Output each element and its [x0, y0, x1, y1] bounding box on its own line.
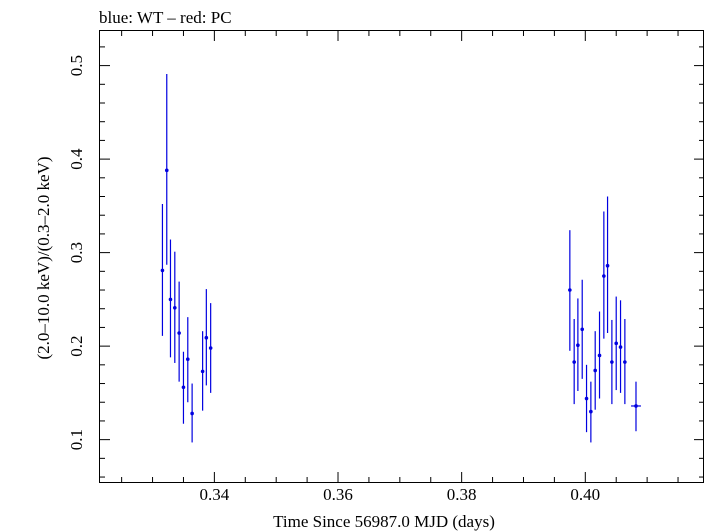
y-tick-label: 0.5 [67, 55, 86, 76]
point-marker [605, 263, 610, 268]
data-point [589, 381, 593, 443]
data-point [580, 279, 585, 379]
data-point [584, 364, 589, 433]
point-marker [602, 274, 606, 278]
data-point [208, 303, 213, 393]
data-point [160, 203, 165, 336]
data-point [185, 317, 190, 403]
data-point [572, 319, 576, 405]
data-point [605, 196, 610, 334]
data-point [597, 311, 602, 399]
point-marker [160, 268, 165, 273]
point-marker [623, 360, 627, 364]
data-point [631, 381, 641, 432]
point-marker [589, 409, 593, 414]
data-point [576, 298, 580, 392]
data-point [168, 239, 173, 358]
point-marker [593, 368, 597, 373]
data-point [190, 383, 194, 443]
y-axis-ticks: 0.1 0.2 0.3 0.4 0.5 [67, 46, 704, 478]
data-point [614, 296, 619, 391]
data-point [181, 351, 186, 424]
point-marker [584, 396, 589, 401]
data-point [177, 281, 181, 382]
data-point [173, 251, 177, 363]
data-point [623, 319, 627, 405]
y-tick-label: 0.2 [67, 336, 86, 357]
x-axis-label: Time Since 56987.0 MJD (days) [273, 512, 495, 531]
data-point [602, 211, 606, 339]
point-marker [208, 346, 213, 350]
x-axis-ticks: 0.34 0.36 0.38 0.40 [121, 31, 679, 504]
y-tick-label: 0.4 [67, 148, 86, 170]
point-marker [168, 297, 173, 302]
point-marker [181, 385, 186, 390]
data-point [618, 300, 623, 393]
point-marker [568, 288, 572, 292]
data-point [568, 230, 572, 351]
point-marker [597, 353, 602, 358]
x-tick-label: 0.34 [199, 485, 229, 504]
point-marker [634, 404, 638, 408]
point-marker [614, 341, 619, 346]
point-marker [185, 357, 190, 362]
data-point [610, 319, 614, 405]
chart-title: blue: WT – red: PC [99, 8, 232, 27]
y-tick-label: 0.1 [67, 429, 86, 450]
point-marker [177, 331, 181, 335]
data-point [200, 331, 205, 411]
point-marker [572, 360, 576, 364]
data-point [593, 331, 597, 410]
x-tick-label: 0.40 [570, 485, 600, 504]
point-marker [610, 360, 614, 364]
data-point [204, 289, 209, 386]
x-tick-label: 0.36 [323, 485, 353, 504]
point-marker [173, 305, 177, 310]
point-marker [576, 343, 580, 347]
plot-frame [99, 30, 704, 483]
point-marker [164, 168, 169, 173]
point-marker [190, 411, 194, 416]
point-marker [618, 345, 623, 349]
data-points [160, 74, 641, 443]
data-point [164, 74, 169, 265]
point-marker [200, 369, 205, 374]
point-marker [580, 327, 585, 332]
point-marker [204, 335, 209, 340]
y-axis-label: (2.0–10.0 keV)/(0.3–2.0 keV) [34, 156, 53, 359]
y-tick-label: 0.3 [67, 242, 86, 263]
x-tick-label: 0.38 [447, 485, 477, 504]
